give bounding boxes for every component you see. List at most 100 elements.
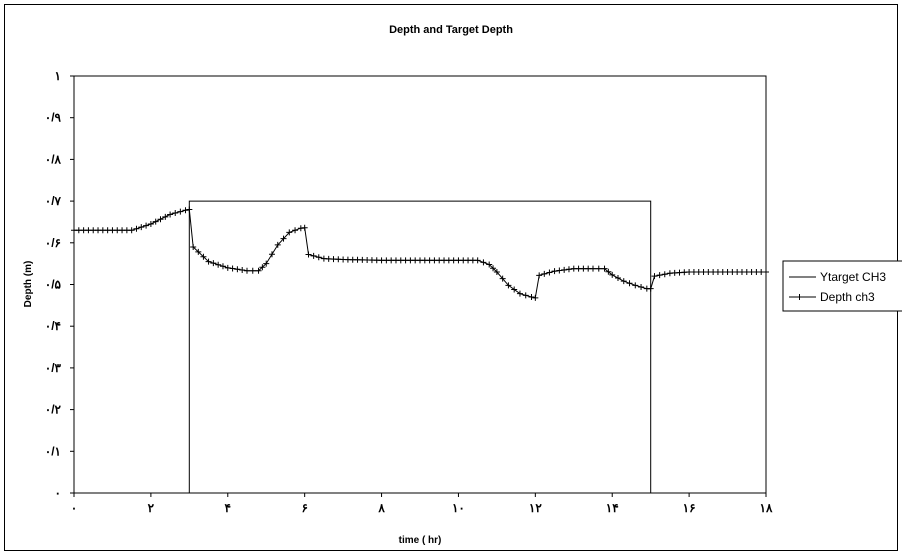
data-point-marker (280, 235, 287, 242)
data-point-marker (601, 265, 608, 272)
chart-title: Depth and Target Depth (389, 24, 513, 36)
x-tick-label: ١۴ (606, 501, 619, 515)
data-point-marker (609, 271, 616, 278)
data-point-marker (133, 225, 140, 232)
y-axis: ٠ ٠/١ ٠/٢ ٠/٣ ٠/۴ ٠/۵ ٠/۶ ٠/٧ ٠/٨ ٠/٩ ١ (45, 69, 74, 500)
data-point-marker (268, 251, 275, 258)
x-tick-label: ۶ (301, 501, 307, 515)
x-tick-label: ٢ (148, 501, 155, 515)
y-tick-label: ٠/٨ (45, 152, 62, 166)
data-point-marker (661, 271, 668, 278)
legend-box (782, 260, 902, 312)
data-point-marker (147, 221, 154, 228)
series-ytarget-ch3 (188, 200, 652, 493)
y-tick-label: ١ (55, 69, 61, 83)
data-point-marker (172, 210, 179, 217)
data-point-marker (490, 265, 497, 272)
data-point-marker (551, 268, 558, 275)
x-tick-label: ۴ (225, 501, 231, 515)
data-point-marker (255, 267, 262, 274)
data-point-marker (143, 222, 150, 229)
data-point-marker (536, 272, 543, 279)
data-point-marker (234, 266, 241, 273)
y-tick-label: ٠/۴ (45, 319, 61, 333)
data-point-marker (182, 207, 189, 214)
y-axis-label: Depth (m) (23, 261, 34, 308)
data-point-marker (286, 229, 293, 236)
data-point-marker (605, 268, 612, 275)
y-tick-label: ٠/٣ (45, 361, 62, 375)
data-point-marker (656, 272, 663, 279)
data-point-marker (632, 282, 639, 289)
legend-label: Ytarget CH3 (820, 270, 886, 284)
data-point-marker (651, 273, 658, 280)
x-axis: ٠ ٢ ۴ ۶ ٨ ١٠ ١٢ ١۴ ١۶ ١٨ (71, 493, 773, 515)
data-point-marker (638, 284, 645, 291)
data-point-marker (249, 267, 256, 274)
data-point-marker (219, 263, 226, 270)
y-tick-label: ٠/۶ (45, 236, 61, 250)
x-tick-label: ١٢ (529, 501, 542, 515)
data-point-marker (532, 294, 539, 301)
data-point-marker (315, 254, 322, 261)
data-point-marker (157, 216, 164, 223)
x-tick-label: ٠ (71, 501, 77, 515)
data-point-marker (138, 224, 145, 231)
data-point-marker (565, 266, 572, 273)
data-point-marker (505, 282, 512, 289)
data-point-marker (511, 286, 518, 293)
y-tick-label: ٠/٧ (45, 194, 62, 208)
y-tick-label: ٠/٢ (45, 403, 62, 417)
data-point-marker (152, 218, 159, 225)
data-point-marker (486, 261, 493, 268)
data-point-marker (556, 267, 563, 274)
data-point-marker (301, 224, 308, 231)
data-point-marker (167, 211, 174, 218)
x-axis-label: time ( hr) (399, 535, 442, 546)
data-point-marker (292, 227, 299, 234)
data-point-marker (516, 290, 523, 297)
data-point-marker (305, 251, 312, 258)
series-line (188, 200, 652, 493)
data-point-marker (763, 268, 769, 275)
data-point-marker (595, 265, 602, 272)
data-point-marker (620, 278, 627, 285)
data-point-marker (522, 292, 529, 299)
data-point-marker (190, 243, 197, 250)
y-tick-label: ٠/۵ (45, 278, 62, 292)
y-tick-label: ٠/٩ (45, 111, 62, 125)
data-point-marker (647, 285, 654, 292)
data-point-marker (561, 266, 568, 273)
x-tick-label: ١۶ (683, 501, 696, 515)
y-tick-label: ٠ (55, 486, 61, 500)
legend: Ytarget CH3 Depth ch3 (782, 260, 902, 312)
series-depth-ch3 (71, 206, 769, 301)
x-tick-label: ١٨ (760, 501, 773, 515)
x-tick-label: ٨ (377, 501, 385, 515)
data-point-marker (259, 264, 266, 271)
data-point-marker (239, 267, 246, 274)
data-point-marker (274, 241, 281, 248)
data-point-marker (541, 270, 548, 277)
data-point-marker (626, 280, 633, 287)
data-point-marker (195, 248, 202, 255)
data-point-marker (528, 294, 535, 301)
data-point-marker (614, 275, 621, 282)
data-point-marker (474, 257, 481, 264)
data-point-marker (215, 261, 222, 268)
data-point-marker (200, 253, 207, 260)
data-point-marker (128, 227, 135, 234)
data-point-marker (177, 208, 184, 215)
data-point-marker (480, 259, 487, 266)
data-point-marker (244, 267, 250, 274)
data-point-marker (186, 206, 193, 213)
data-point-marker (590, 265, 596, 272)
data-point-marker (205, 258, 212, 265)
data-point-marker (310, 252, 317, 259)
data-point-marker (224, 264, 231, 271)
legend-label: Depth ch3 (820, 290, 875, 304)
data-point-marker (546, 269, 553, 276)
data-point-marker (210, 260, 217, 267)
data-point-marker (229, 265, 236, 272)
